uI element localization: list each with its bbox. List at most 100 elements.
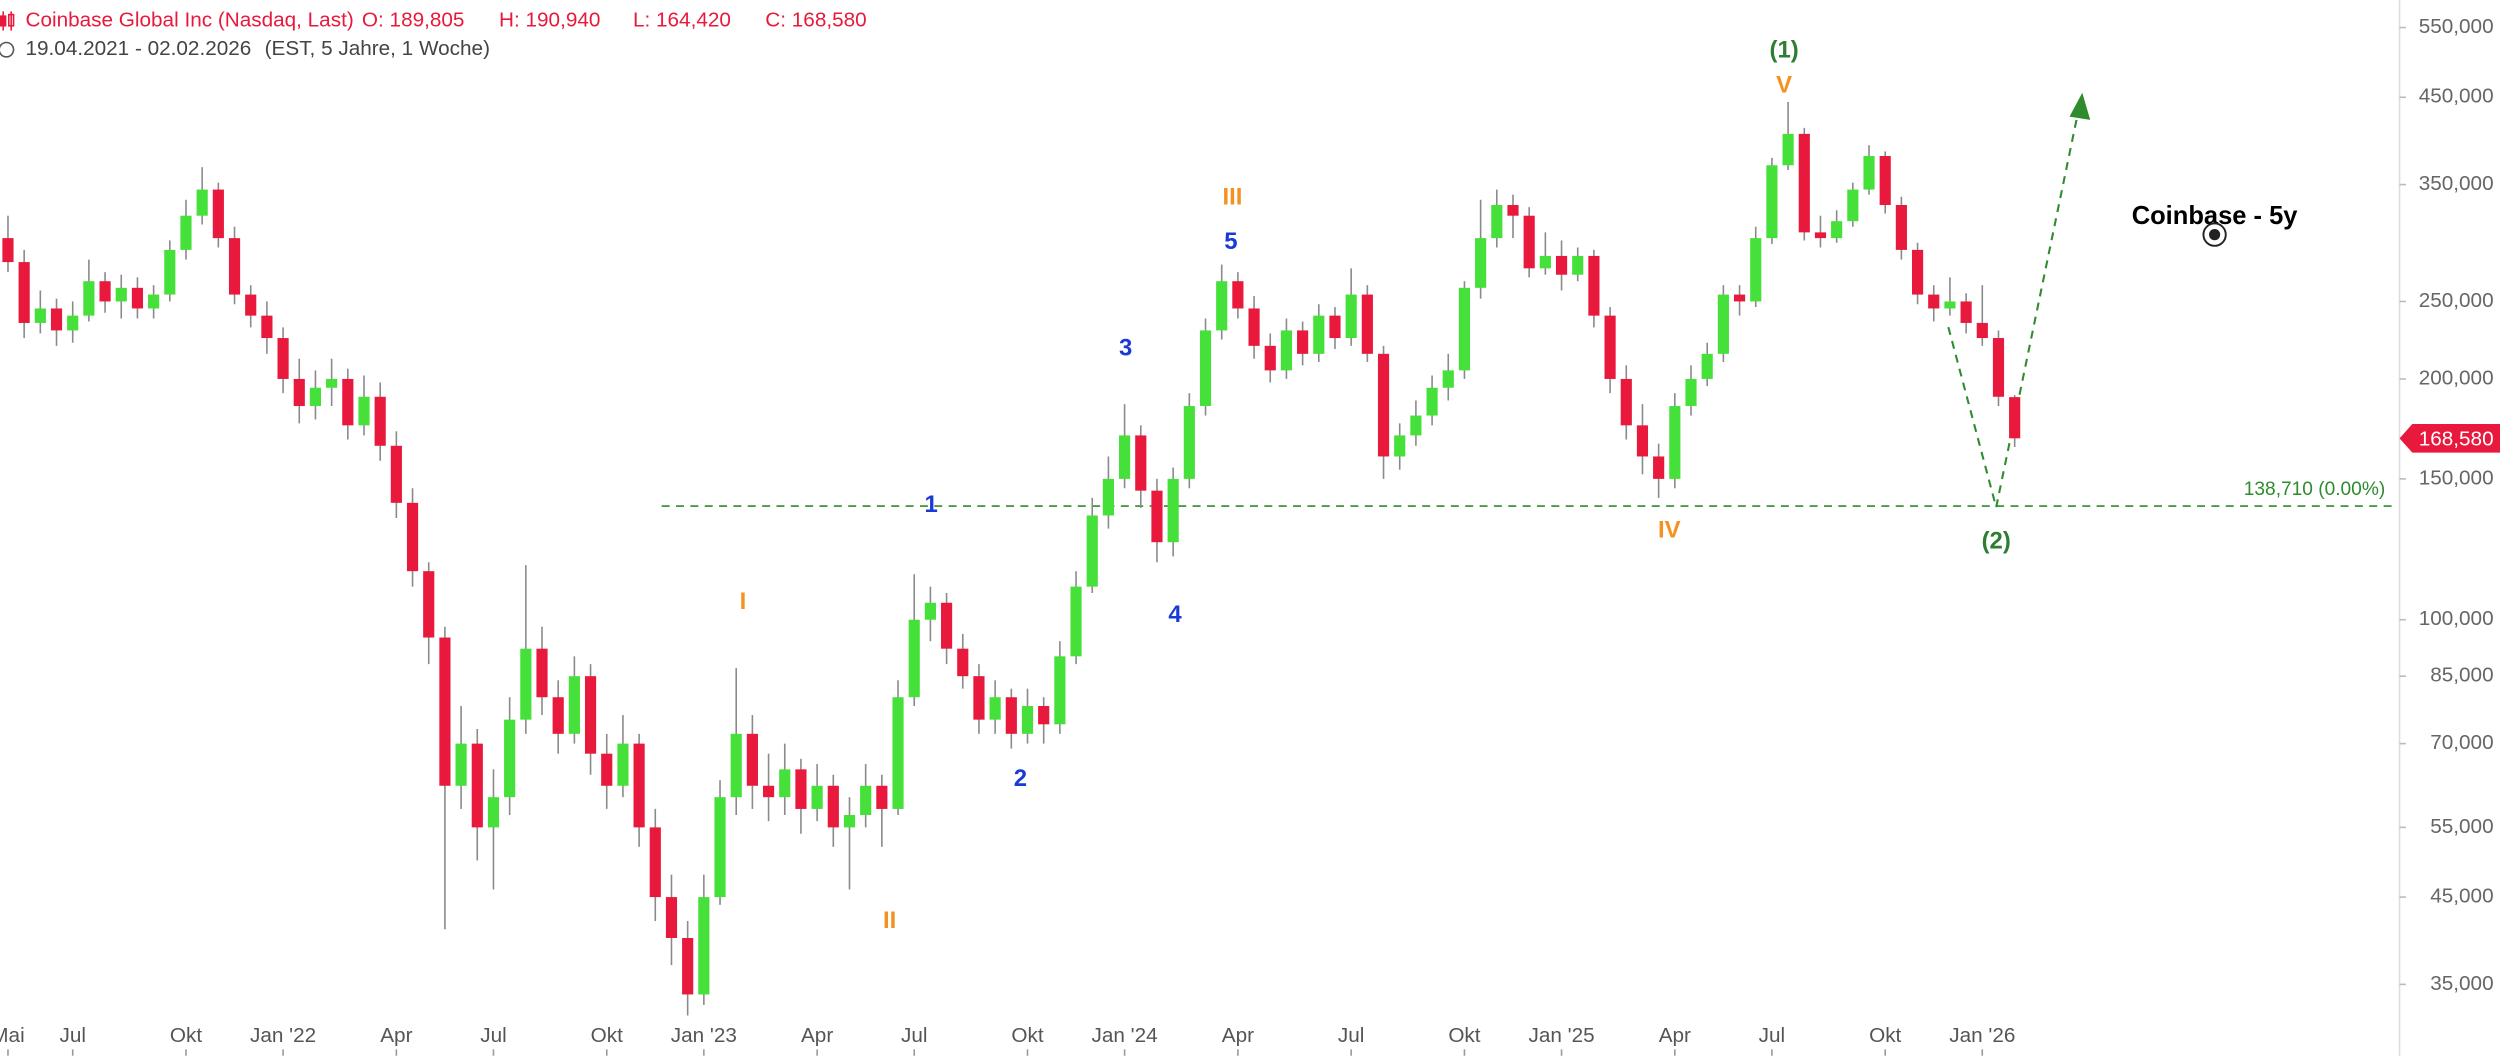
x-tick-label: Apr bbox=[801, 1024, 833, 1047]
x-tick-label: Jan '23 bbox=[671, 1024, 737, 1047]
candle-body bbox=[1507, 205, 1519, 216]
candle-body bbox=[2009, 397, 2021, 439]
candle-body bbox=[1086, 515, 1098, 587]
x-tick-label: Mai bbox=[0, 1024, 25, 1047]
candle-body bbox=[1119, 435, 1131, 479]
candle-body bbox=[1604, 315, 1616, 379]
candle-body bbox=[1248, 308, 1260, 346]
candle-body bbox=[1588, 255, 1600, 316]
candle-body bbox=[1847, 189, 1859, 222]
candle-body bbox=[1572, 255, 1584, 275]
candle-body bbox=[342, 378, 354, 426]
candle-body bbox=[1653, 456, 1665, 479]
candle-body bbox=[1313, 315, 1325, 354]
candle-body bbox=[989, 697, 1001, 720]
candle-body bbox=[1329, 315, 1341, 339]
x-tick-label: Okt bbox=[1448, 1024, 1480, 1047]
candle-body bbox=[228, 238, 241, 295]
candle-body bbox=[795, 769, 807, 809]
candle-body bbox=[1070, 586, 1082, 657]
candle-body bbox=[520, 648, 532, 720]
candle-body bbox=[941, 602, 953, 649]
candle-body bbox=[1782, 133, 1794, 166]
x-tick-label: Apr bbox=[380, 1024, 412, 1047]
candle-body bbox=[1750, 238, 1762, 302]
candle-body bbox=[1539, 255, 1551, 269]
candle-body bbox=[811, 785, 823, 809]
x-tick-label: Jan '24 bbox=[1092, 1024, 1158, 1047]
candle-body bbox=[698, 897, 710, 995]
x-tick-label: Apr bbox=[1659, 1024, 1691, 1047]
target-icon bbox=[2202, 222, 2227, 247]
candle-body bbox=[973, 676, 985, 720]
y-tick-label: 100,000 bbox=[2419, 607, 2494, 630]
candle-body bbox=[552, 697, 564, 734]
candle-body bbox=[2, 238, 14, 263]
candle-body bbox=[1151, 490, 1163, 543]
candle-body bbox=[892, 697, 904, 809]
wave-label: III bbox=[1222, 183, 1242, 210]
wave-label: I bbox=[740, 588, 747, 615]
candle-body bbox=[1054, 656, 1066, 725]
candle-body bbox=[1685, 378, 1697, 407]
y-tick-label: 200,000 bbox=[2419, 366, 2494, 389]
candle-body bbox=[358, 396, 370, 426]
last-price-label: 168,580 bbox=[2419, 427, 2494, 450]
candle-body bbox=[148, 294, 160, 309]
x-tick-label: Jul bbox=[480, 1024, 507, 1047]
candle-body bbox=[1038, 706, 1050, 725]
candle-body bbox=[1264, 345, 1276, 371]
x-tick-label: Apr bbox=[1222, 1024, 1254, 1047]
candle-body bbox=[277, 338, 289, 379]
x-tick-label: Okt bbox=[1011, 1024, 1043, 1047]
candle-body bbox=[908, 619, 920, 698]
candle-body bbox=[83, 281, 95, 316]
candle-body bbox=[827, 785, 839, 828]
candle-body bbox=[1167, 478, 1179, 543]
candle-body bbox=[1232, 281, 1244, 309]
wave-label: 1 bbox=[924, 491, 937, 518]
header-stat: H: 190,940 bbox=[499, 8, 600, 31]
candle-body bbox=[439, 637, 451, 786]
candle-body bbox=[1814, 232, 1827, 239]
y-tick-label: 150,000 bbox=[2419, 466, 2494, 489]
candle-body bbox=[504, 719, 516, 798]
date-range: 19.04.2021 - 02.02.2026 bbox=[26, 37, 252, 60]
candle-body bbox=[50, 308, 63, 331]
candle-body bbox=[67, 315, 79, 331]
candle-body bbox=[1426, 387, 1438, 416]
x-tick-label: Jan '22 bbox=[250, 1024, 316, 1047]
plot: 550,000 450,000 350,000 250,000 200,000 150,0… bbox=[0, 15, 2500, 1056]
header-stat: C: 168,580 bbox=[765, 8, 866, 31]
wave-label: 4 bbox=[1168, 601, 1182, 628]
candle-body bbox=[115, 287, 127, 302]
x-tick-label: Okt bbox=[170, 1024, 202, 1047]
candle-body bbox=[1021, 706, 1034, 734]
candle-body bbox=[1636, 425, 1649, 457]
candle-body bbox=[649, 827, 661, 898]
y-tick-label: 450,000 bbox=[2419, 85, 2494, 108]
x-tick-label: Jul bbox=[901, 1024, 928, 1047]
candle-body bbox=[762, 785, 775, 798]
candle-body bbox=[1345, 294, 1357, 339]
candle-body bbox=[1960, 301, 1972, 323]
candle-body bbox=[1701, 353, 1713, 379]
wave-label: (2) bbox=[1982, 528, 2011, 555]
candle-body bbox=[617, 743, 629, 786]
candle-body bbox=[1831, 221, 1843, 239]
wave-label: 3 bbox=[1119, 335, 1132, 362]
candle-body bbox=[843, 814, 856, 828]
y-tick-label: 350,000 bbox=[2419, 172, 2494, 195]
candle-body bbox=[34, 308, 46, 323]
clock-icon bbox=[0, 41, 15, 58]
candle-body bbox=[164, 249, 176, 295]
header-stat: L: 164,420 bbox=[633, 8, 731, 31]
candle-body bbox=[1944, 301, 1956, 309]
y-tick-label: 35,000 bbox=[2430, 972, 2493, 995]
candle-body bbox=[1766, 165, 1778, 239]
candle-body bbox=[423, 571, 435, 638]
candle-body bbox=[131, 287, 144, 309]
candle-body bbox=[860, 785, 872, 815]
y-tick-label: 55,000 bbox=[2430, 815, 2493, 838]
